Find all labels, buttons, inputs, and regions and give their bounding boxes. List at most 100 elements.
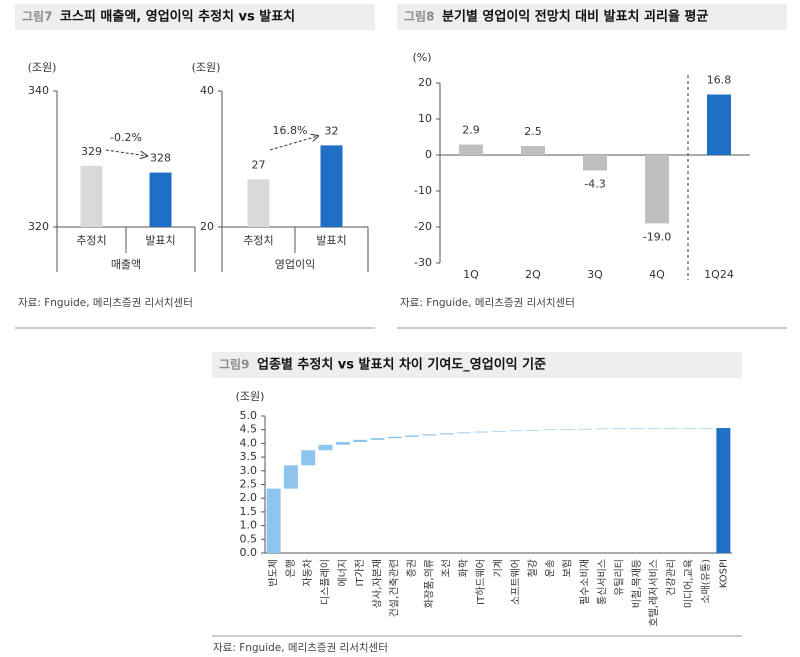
- y-tick-label: -10: [414, 184, 432, 197]
- y-tick-label: 20: [418, 76, 432, 89]
- bar: [370, 438, 385, 440]
- group-label: 영업이익: [275, 258, 315, 271]
- header-bg: [212, 352, 742, 378]
- source: 자료: Fnguide, 메리츠증권 리서치센터: [213, 642, 388, 654]
- bar: [459, 144, 483, 155]
- y-tick-label: 1.5: [240, 505, 258, 518]
- y-tick-label: 3.0: [240, 464, 258, 477]
- bar: [595, 428, 610, 430]
- y-tick-label: 10: [418, 112, 432, 125]
- x-tick-label: 3Q: [587, 268, 603, 281]
- bar: [149, 172, 172, 227]
- x-tick-label: 건강관리: [665, 559, 677, 596]
- bar: [353, 439, 368, 443]
- y-tick-label: 0.0: [240, 546, 258, 559]
- x-tick-label: 통신서비스: [596, 559, 608, 605]
- y-tick-label: -30: [414, 256, 432, 269]
- x-tick-label: 자동차: [302, 559, 314, 587]
- figure-label: 그림8: [404, 10, 434, 24]
- x-tick-label: 에너지: [337, 559, 349, 587]
- bar: [664, 428, 679, 429]
- group-label: 매출액: [111, 258, 141, 271]
- bar: [543, 429, 558, 431]
- x-tick-label: 보험: [562, 559, 574, 577]
- x-tick-label: IT하드웨어: [474, 559, 487, 605]
- y-tick-label: 0: [425, 148, 432, 161]
- bar: [612, 428, 627, 429]
- x-tick-label: 반도체: [268, 559, 280, 587]
- bar: [266, 488, 281, 553]
- bar: [577, 428, 592, 430]
- bar: [405, 435, 420, 437]
- bar: [645, 155, 669, 224]
- x-tick-label: 화장품,의류: [423, 559, 435, 608]
- bar: [318, 444, 333, 451]
- bar: [80, 165, 103, 227]
- value-label: 16.8: [707, 74, 732, 87]
- x-tick-label: 운송: [544, 559, 556, 577]
- arrow: [105, 149, 147, 156]
- y-tick-label: 40: [200, 84, 214, 97]
- bar: [699, 428, 714, 429]
- x-tick-label: 소프트웨어: [510, 559, 522, 605]
- y-tick-label: -20: [414, 220, 432, 233]
- annotation: 16.8%: [273, 124, 308, 137]
- annotation: -0.2%: [110, 131, 142, 144]
- y-unit: (조원): [236, 390, 265, 403]
- bar: [526, 429, 541, 431]
- bar: [707, 94, 731, 155]
- x-tick-label: 호텔,레저서비스: [648, 559, 660, 627]
- y-tick-label: 2.0: [240, 491, 258, 504]
- x-tick-label: 화학: [458, 559, 470, 577]
- bar: [247, 179, 270, 227]
- bar: [320, 145, 343, 227]
- x-tick-label: 건설,건축관련: [389, 559, 401, 617]
- value-label: 2.5: [524, 125, 542, 138]
- bar: [629, 428, 644, 429]
- value-label: 32: [325, 124, 339, 137]
- x-tick-label: 추정치: [243, 234, 273, 247]
- chart-title: 분기별 영업이익 전망치 대비 발표치 괴리율 평균: [442, 9, 708, 25]
- bar: [508, 430, 523, 432]
- bar: [439, 433, 454, 435]
- value-label: -4.3: [584, 177, 605, 190]
- header-bg: [15, 4, 375, 30]
- x-tick-label: 기계: [493, 559, 505, 577]
- x-tick-label: 발표치: [145, 234, 175, 247]
- y-tick-label: 3.5: [240, 450, 258, 463]
- value-label: 27: [252, 158, 266, 171]
- x-tick-label: 미디어,교육: [683, 559, 695, 608]
- x-tick-label: IT가전: [354, 559, 366, 586]
- x-tick-label: 1Q: [463, 268, 479, 281]
- x-tick-label: 2Q: [525, 268, 541, 281]
- x-tick-label: 증권: [406, 559, 418, 577]
- arrow: [269, 136, 318, 151]
- x-tick-label: 상사,자본재: [371, 559, 383, 608]
- x-tick-label: 4Q: [649, 268, 665, 281]
- y-tick-label: 2.5: [240, 478, 258, 491]
- bar: [560, 429, 575, 430]
- bar: [474, 431, 489, 433]
- bar: [283, 465, 298, 489]
- total-bar: [716, 428, 731, 553]
- x-tick-label: 유틸리티: [613, 559, 626, 596]
- value-label: -19.0: [643, 230, 671, 243]
- y-tick-label: 5.0: [240, 409, 258, 422]
- source: 자료: Fnguide, 메리츠증권 리서치센터: [18, 297, 193, 309]
- y-tick-label: 4.5: [240, 423, 258, 436]
- value-label: 2.9: [462, 124, 480, 137]
- bar: [387, 436, 402, 439]
- y-unit: (조원): [28, 61, 57, 74]
- chart-title: 코스피 매출액, 영업이익 추정치 vs 발표치: [60, 9, 295, 25]
- x-tick-label: 1Q24: [704, 268, 734, 281]
- x-tick-label: 조선: [441, 559, 453, 577]
- bar: [521, 146, 545, 155]
- x-tick-label: 디스플레이: [320, 559, 332, 605]
- x-tick-label: 발표치: [316, 234, 346, 247]
- bar: [583, 155, 607, 171]
- x-tick-label: 소매(유통): [700, 559, 712, 604]
- y-tick-label: 320: [28, 220, 49, 233]
- x-tick-label: 비철,목재등: [631, 559, 643, 608]
- y-unit: (%): [412, 51, 431, 64]
